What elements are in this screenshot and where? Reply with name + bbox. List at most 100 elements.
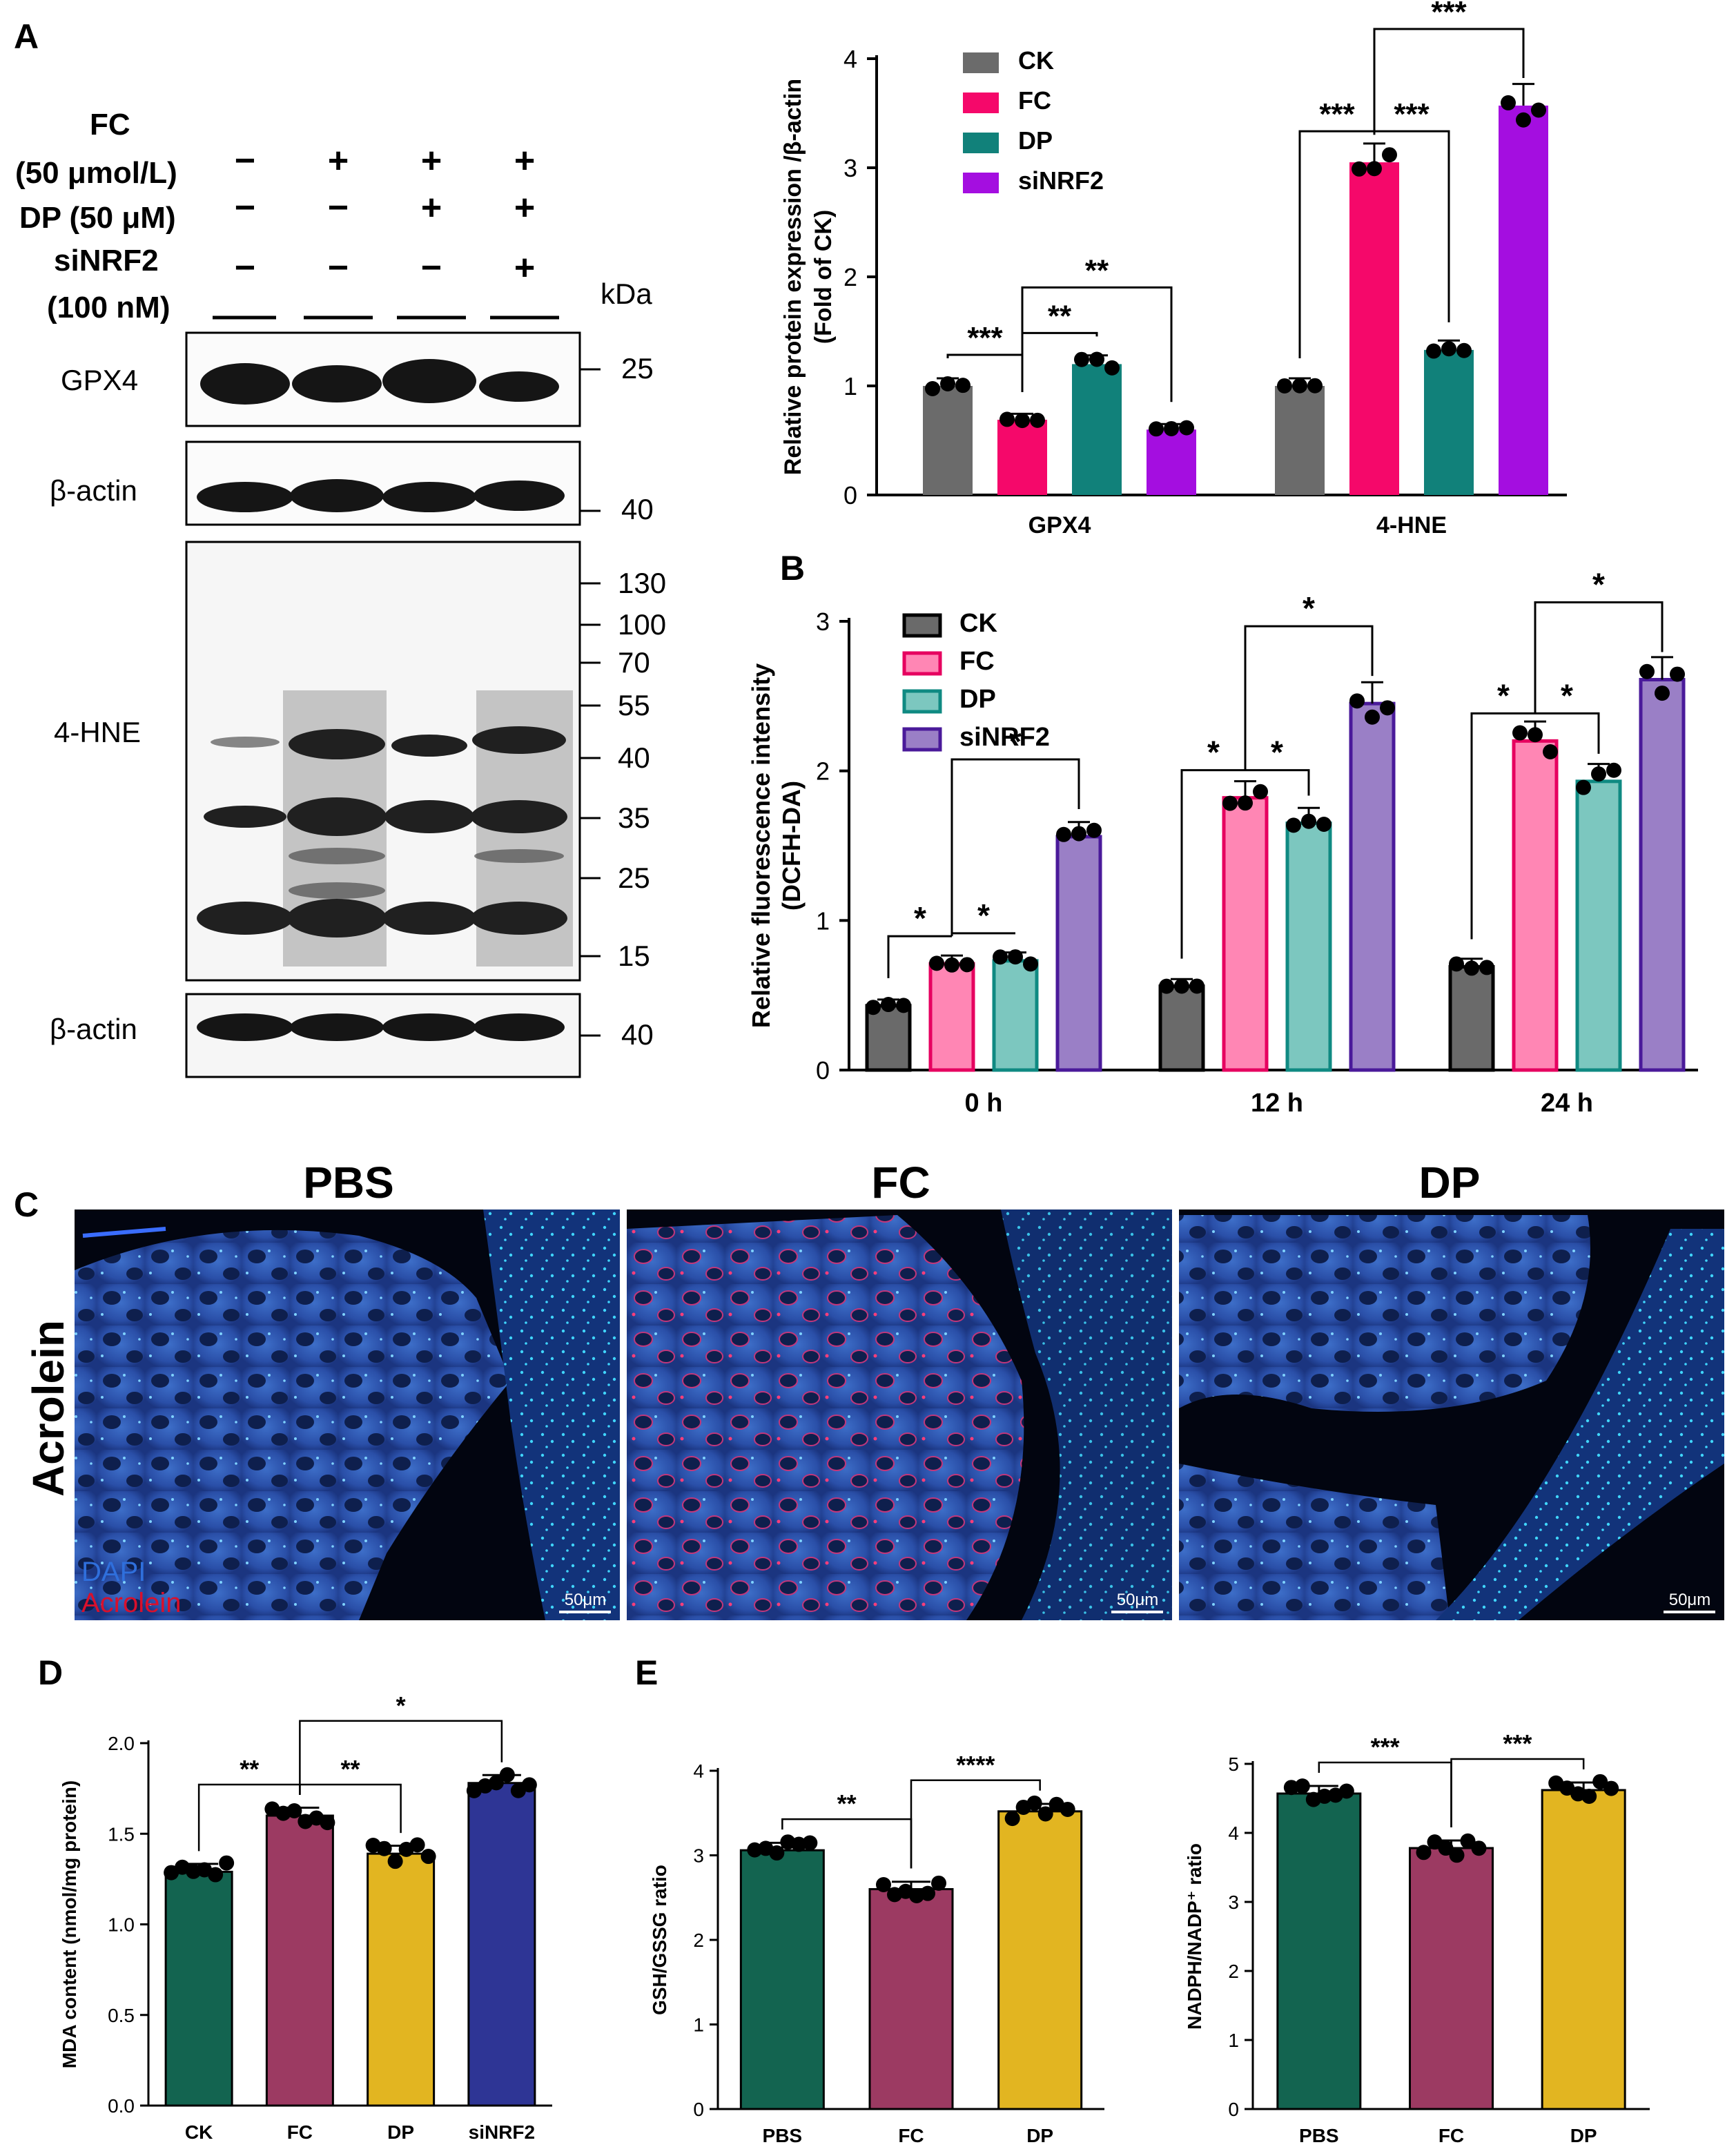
data-point [1189, 978, 1205, 994]
significance-label: ** [1085, 253, 1109, 287]
data-point [1071, 826, 1086, 842]
data-point [1238, 795, 1253, 811]
significance-bracket [1373, 28, 1525, 135]
y-tick-label: 5 [1228, 1753, 1239, 1775]
legend-swatch-FC [963, 93, 999, 113]
data-point [1089, 351, 1104, 367]
data-point [955, 378, 971, 394]
data-point [791, 1836, 807, 1852]
legend-label-siNRF2: siNRF2 [1018, 166, 1104, 195]
significance-label: **** [956, 1751, 995, 1779]
significance-bracket [950, 932, 1015, 937]
panel-letter-d: D [38, 1653, 63, 1692]
data-point [1277, 378, 1292, 394]
y-tick-label: 3 [1228, 1892, 1239, 1913]
data-point [1606, 762, 1621, 778]
micrograph-pbs: DAPI Acrolein 50μm [75, 1209, 620, 1620]
bar-DP-GPX4 [1072, 364, 1122, 495]
panel-letter-b: B [780, 549, 805, 587]
scale-bar-fc: 50μm [1117, 1591, 1159, 1609]
data-point [1427, 1834, 1443, 1850]
bar-siNRF2-12 h [1349, 701, 1396, 1072]
data-point [1307, 378, 1323, 394]
y-tick-label: 3 [843, 154, 857, 182]
data-point [286, 1803, 302, 1819]
legend-label-CK: CK [959, 609, 997, 638]
legend-dapi: DAPI [81, 1557, 146, 1587]
bar-CK-0 h [865, 1004, 912, 1072]
data-point [1104, 360, 1120, 376]
data-point [1426, 343, 1441, 359]
category-label-2: DP [387, 2121, 414, 2143]
treatment-sinrf2-label: siNRF2 [54, 244, 159, 278]
y-tick-label: 2 [693, 1930, 704, 1951]
data-point [1464, 960, 1479, 976]
data-point [1159, 978, 1174, 994]
marker-4hne-25: 25 [618, 862, 650, 894]
data-point [1670, 666, 1685, 682]
legend-swatch-CK [902, 613, 942, 638]
legend-label-FC: FC [959, 647, 995, 676]
significance-label: * [977, 897, 990, 933]
treatment-mark-2-0: − [235, 248, 255, 288]
bar-FC-12 h [1222, 796, 1269, 1072]
group-label-0: GPX4 [1028, 512, 1091, 538]
bar-FC-24 h [1512, 739, 1559, 1072]
chart-b: 0 1 2 3 Relative fluorescence intensity (DCFH… [747, 567, 1698, 1118]
legend-swatch-siNRF2 [963, 173, 999, 193]
data-point [1456, 342, 1472, 358]
blot-label-beta-actin-2: β-actin [50, 1013, 137, 1045]
data-point [769, 1845, 785, 1861]
bar-DP [1541, 1789, 1626, 2110]
data-point [929, 955, 944, 971]
legend-swatch-DP [902, 689, 942, 714]
treatment-dp-label: DP (50 μM) [19, 201, 176, 235]
legend-swatch-siNRF2 [902, 727, 942, 752]
legend-swatch-FC [902, 651, 942, 676]
bar-CK [164, 1870, 233, 2107]
data-point [944, 957, 959, 973]
significance-bracket [1535, 712, 1600, 754]
data-point [896, 998, 911, 1013]
data-point [521, 1777, 537, 1793]
data-point [219, 1855, 235, 1871]
significance-label: ** [1048, 299, 1072, 333]
category-label-1: FC [1438, 2125, 1464, 2146]
marker-4hne-70: 70 [618, 646, 650, 679]
treatment-mark-1-1: − [328, 188, 349, 228]
bar-CK-24 h [1448, 965, 1495, 1072]
marker-4hne-130: 130 [618, 567, 666, 599]
data-point [920, 1885, 935, 1901]
treatment-fc-label: FC [90, 108, 130, 142]
bar-siNRF2-0 h [1055, 835, 1102, 1072]
marker-gpx4-25: 25 [621, 352, 654, 385]
data-point [499, 1767, 515, 1782]
significance-bracket [1021, 286, 1173, 402]
micrograph-row-label: Acrolein [23, 1320, 73, 1497]
bar-DP [367, 1852, 436, 2107]
significance-label: * [1207, 735, 1220, 770]
y-axis-label: MDA content (nmol/mg protein) [59, 1780, 80, 2068]
data-point [925, 381, 940, 397]
y-tick-label: 3 [693, 1845, 704, 1867]
micrograph-panel: PBS FC DP Acrolein DAPI Acrolein 50μm 50… [23, 1158, 1724, 1620]
western-blot: FC (50 μmol/L) DP (50 μM) siNRF2 (100 nM… [15, 108, 666, 1078]
legend-label-CK: CK [1018, 46, 1054, 75]
marker-4hne-100: 100 [618, 608, 666, 641]
data-point [866, 1000, 881, 1016]
significance-bracket [1245, 769, 1310, 796]
data-point [1015, 413, 1030, 429]
data-point [1349, 693, 1365, 709]
category-label-2: DP [1026, 2125, 1053, 2146]
data-point [1460, 1833, 1476, 1849]
micrograph-title-fc: FC [871, 1158, 930, 1207]
scale-bar-pbs: 50μm [565, 1591, 607, 1609]
legend-acrolein: Acrolein [81, 1588, 182, 1618]
bar-siNRF2-4-HNE [1499, 105, 1548, 495]
category-label-1: FC [287, 2121, 313, 2143]
data-point [376, 1840, 392, 1856]
data-point [1301, 813, 1316, 829]
treatment-mark-1-2: + [421, 188, 442, 228]
